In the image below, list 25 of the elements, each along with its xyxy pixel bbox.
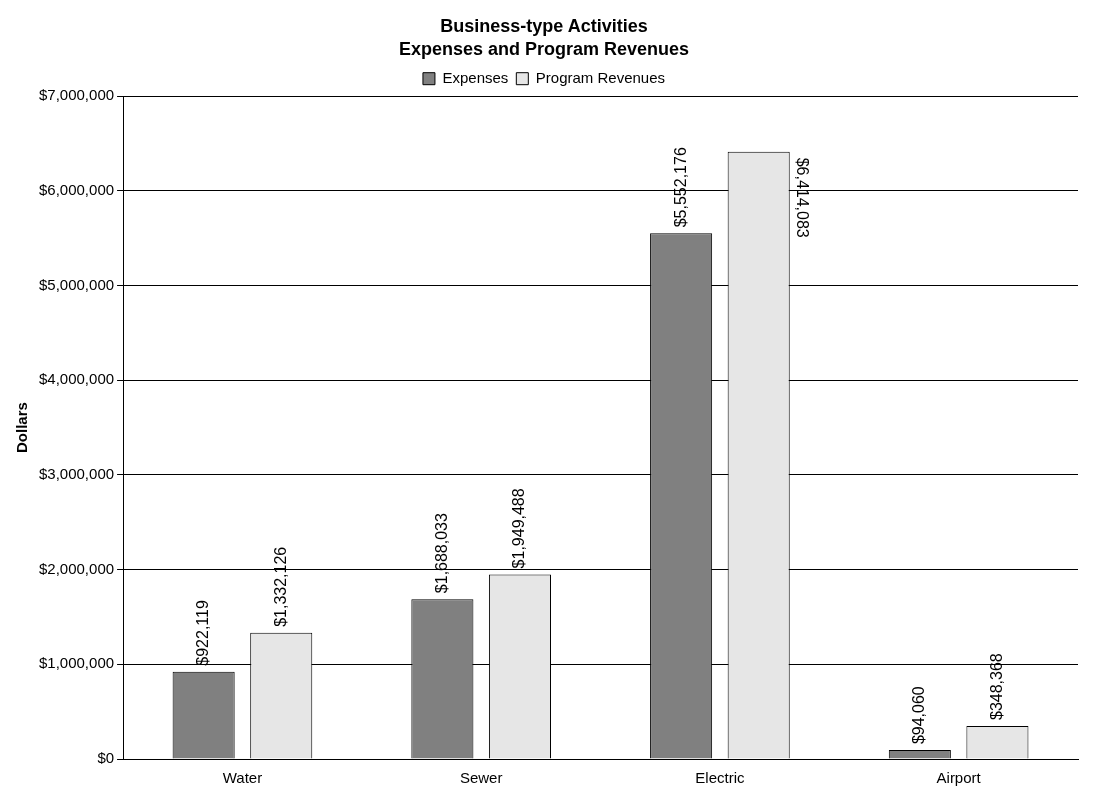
data-label: $1,688,033 [432,512,450,594]
y-tick-label: $3,000,000 [39,465,115,483]
data-label: $94,060 [910,686,928,745]
data-label: $6,414,083 [794,157,812,238]
x-tick-label: Sewer [459,769,503,787]
x-tick-label: Water [222,769,263,787]
data-label: $1,949,488 [510,488,528,569]
data-label: $922,119 [194,600,212,666]
data-label: $348,368 [987,653,1005,721]
x-tick-label: Electric [695,769,745,787]
y-tick-label: $7,000,000 [39,86,115,104]
chart-subtitle: Expenses and Program Revenues [398,39,690,60]
y-tick-label: $0 [97,749,115,767]
x-tick-label: Airport [936,769,982,787]
data-label: $5,552,176 [671,147,689,228]
y-tick-label: $5,000,000 [39,275,115,293]
legend-label: Program Revenues [535,68,666,86]
legend-label: Expenses [442,68,509,86]
y-axis-title: Dollars [13,402,31,454]
y-tick-label: $2,000,000 [39,559,115,577]
y-tick-label: $6,000,000 [39,181,115,199]
chart-title: Business-type Activities [440,15,648,36]
data-label: $1,332,126 [271,546,289,627]
y-tick-label: $1,000,000 [39,654,115,672]
y-tick-label: $4,000,000 [39,370,115,388]
